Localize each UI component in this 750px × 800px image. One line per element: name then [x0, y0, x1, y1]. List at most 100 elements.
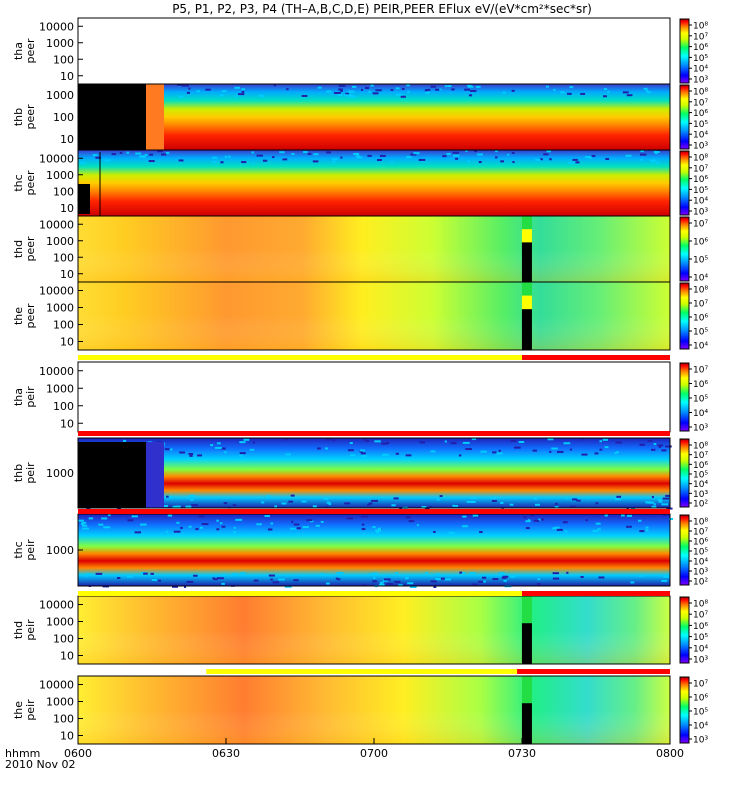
- noise-speck: [500, 160, 505, 163]
- y-tick-label: 100: [53, 53, 74, 66]
- y-axis-label: peir: [24, 539, 37, 561]
- noise-speck: [658, 500, 663, 503]
- noise-speck: [212, 577, 216, 580]
- noise-speck: [338, 88, 343, 91]
- noise-speck: [334, 91, 341, 94]
- noise-speck: [373, 576, 376, 579]
- noise-speck: [478, 580, 483, 583]
- noise-speck: [436, 573, 440, 576]
- colorbar: 10⁷ 10⁶ 10⁵ 10⁴ 10³: [679, 362, 708, 434]
- noise-speck: [325, 438, 331, 441]
- noise-speck: [372, 526, 376, 529]
- marker-column: [521, 229, 532, 243]
- noise-speck: [405, 454, 412, 457]
- y-tick-label: 10: [60, 336, 74, 349]
- noise-speck: [651, 505, 657, 508]
- noise-speck: [126, 151, 130, 154]
- noise-speck: [409, 585, 417, 588]
- noise-speck: [591, 154, 596, 157]
- noise-speck: [638, 519, 642, 522]
- noise-speck: [645, 529, 649, 532]
- noise-speck: [158, 579, 161, 582]
- noise-speck: [434, 88, 441, 91]
- noise-speck: [332, 160, 336, 163]
- noise-speck: [509, 503, 514, 506]
- noise-speck: [507, 153, 510, 156]
- noise-speck: [468, 94, 473, 97]
- panel-tha-peir: 10000 1000 100 10 tha peir 10⁷ 10⁶ 10⁵ 10⁴ 10³: [12, 361, 708, 434]
- noise-speck: [368, 90, 371, 93]
- noise-speck: [312, 160, 319, 163]
- noise-speck: [234, 86, 241, 89]
- noise-speck: [625, 154, 632, 157]
- noise-speck: [350, 454, 356, 457]
- noise-speck: [176, 84, 184, 87]
- noise-speck: [134, 531, 141, 534]
- noise-speck: [451, 88, 455, 91]
- noise-speck: [492, 578, 499, 581]
- noise-speck: [144, 153, 148, 156]
- noise-speck: [552, 572, 559, 575]
- y-axis-label: peer: [24, 38, 37, 64]
- colorbar-tick-label: 10⁷: [693, 164, 708, 174]
- noise-speck: [491, 499, 497, 502]
- x-tick-label: 0630: [212, 747, 240, 760]
- data-gap: [78, 442, 146, 508]
- noise-speck: [390, 89, 394, 92]
- noise-speck: [459, 571, 463, 574]
- noise-speck: [645, 501, 652, 504]
- noise-speck: [408, 520, 415, 523]
- panel-shade: [78, 596, 670, 664]
- noise-speck: [400, 95, 406, 98]
- noise-speck: [274, 505, 277, 508]
- noise-speck: [367, 503, 370, 506]
- marker-column: [521, 295, 532, 310]
- noise-speck: [357, 156, 363, 159]
- noise-speck: [533, 497, 537, 500]
- noise-speck: [472, 514, 479, 517]
- noise-speck: [640, 158, 643, 161]
- noise-speck: [376, 531, 380, 534]
- y-tick-label: 10: [60, 730, 74, 743]
- noise-speck: [569, 448, 572, 451]
- colorbar-tick-label: 10³: [693, 568, 708, 578]
- noise-speck: [639, 574, 645, 577]
- noise-speck: [306, 519, 313, 522]
- noise-speck: [640, 150, 644, 153]
- y-axis-label: peir: [24, 619, 37, 641]
- noise-speck: [568, 161, 575, 164]
- noise-speck: [212, 156, 218, 159]
- noise-speck: [84, 574, 88, 577]
- noise-speck: [86, 507, 91, 510]
- noise-speck: [616, 451, 619, 454]
- noise-speck: [399, 507, 402, 510]
- y-tick-label: 1000: [46, 37, 74, 50]
- noise-speck: [651, 448, 656, 451]
- y-tick-label: 10: [60, 268, 74, 281]
- noise-speck: [241, 90, 245, 93]
- noise-speck: [576, 499, 581, 502]
- noise-speck: [221, 90, 227, 93]
- noise-speck: [580, 575, 584, 578]
- noise-speck: [196, 90, 201, 93]
- transition-segment: [146, 442, 164, 508]
- noise-speck: [135, 152, 142, 155]
- colorbar-tick-label: 10⁸: [693, 154, 708, 164]
- noise-speck: [216, 442, 221, 445]
- noise-speck: [185, 505, 192, 508]
- y-tick-label: 10000: [39, 599, 74, 612]
- noise-speck: [167, 514, 173, 517]
- colorbar-tick-label: 10⁵: [693, 395, 708, 405]
- noise-speck: [410, 153, 417, 156]
- noise-speck: [186, 496, 189, 499]
- marker-column: [521, 623, 532, 664]
- noise-speck: [546, 150, 551, 153]
- noise-speck: [528, 519, 531, 522]
- y-tick-label: 1000: [46, 89, 74, 102]
- noise-speck: [602, 438, 608, 441]
- noise-speck: [616, 495, 622, 498]
- noise-speck: [210, 444, 214, 447]
- noise-speck: [425, 91, 430, 94]
- mode-bars-group: [78, 355, 670, 674]
